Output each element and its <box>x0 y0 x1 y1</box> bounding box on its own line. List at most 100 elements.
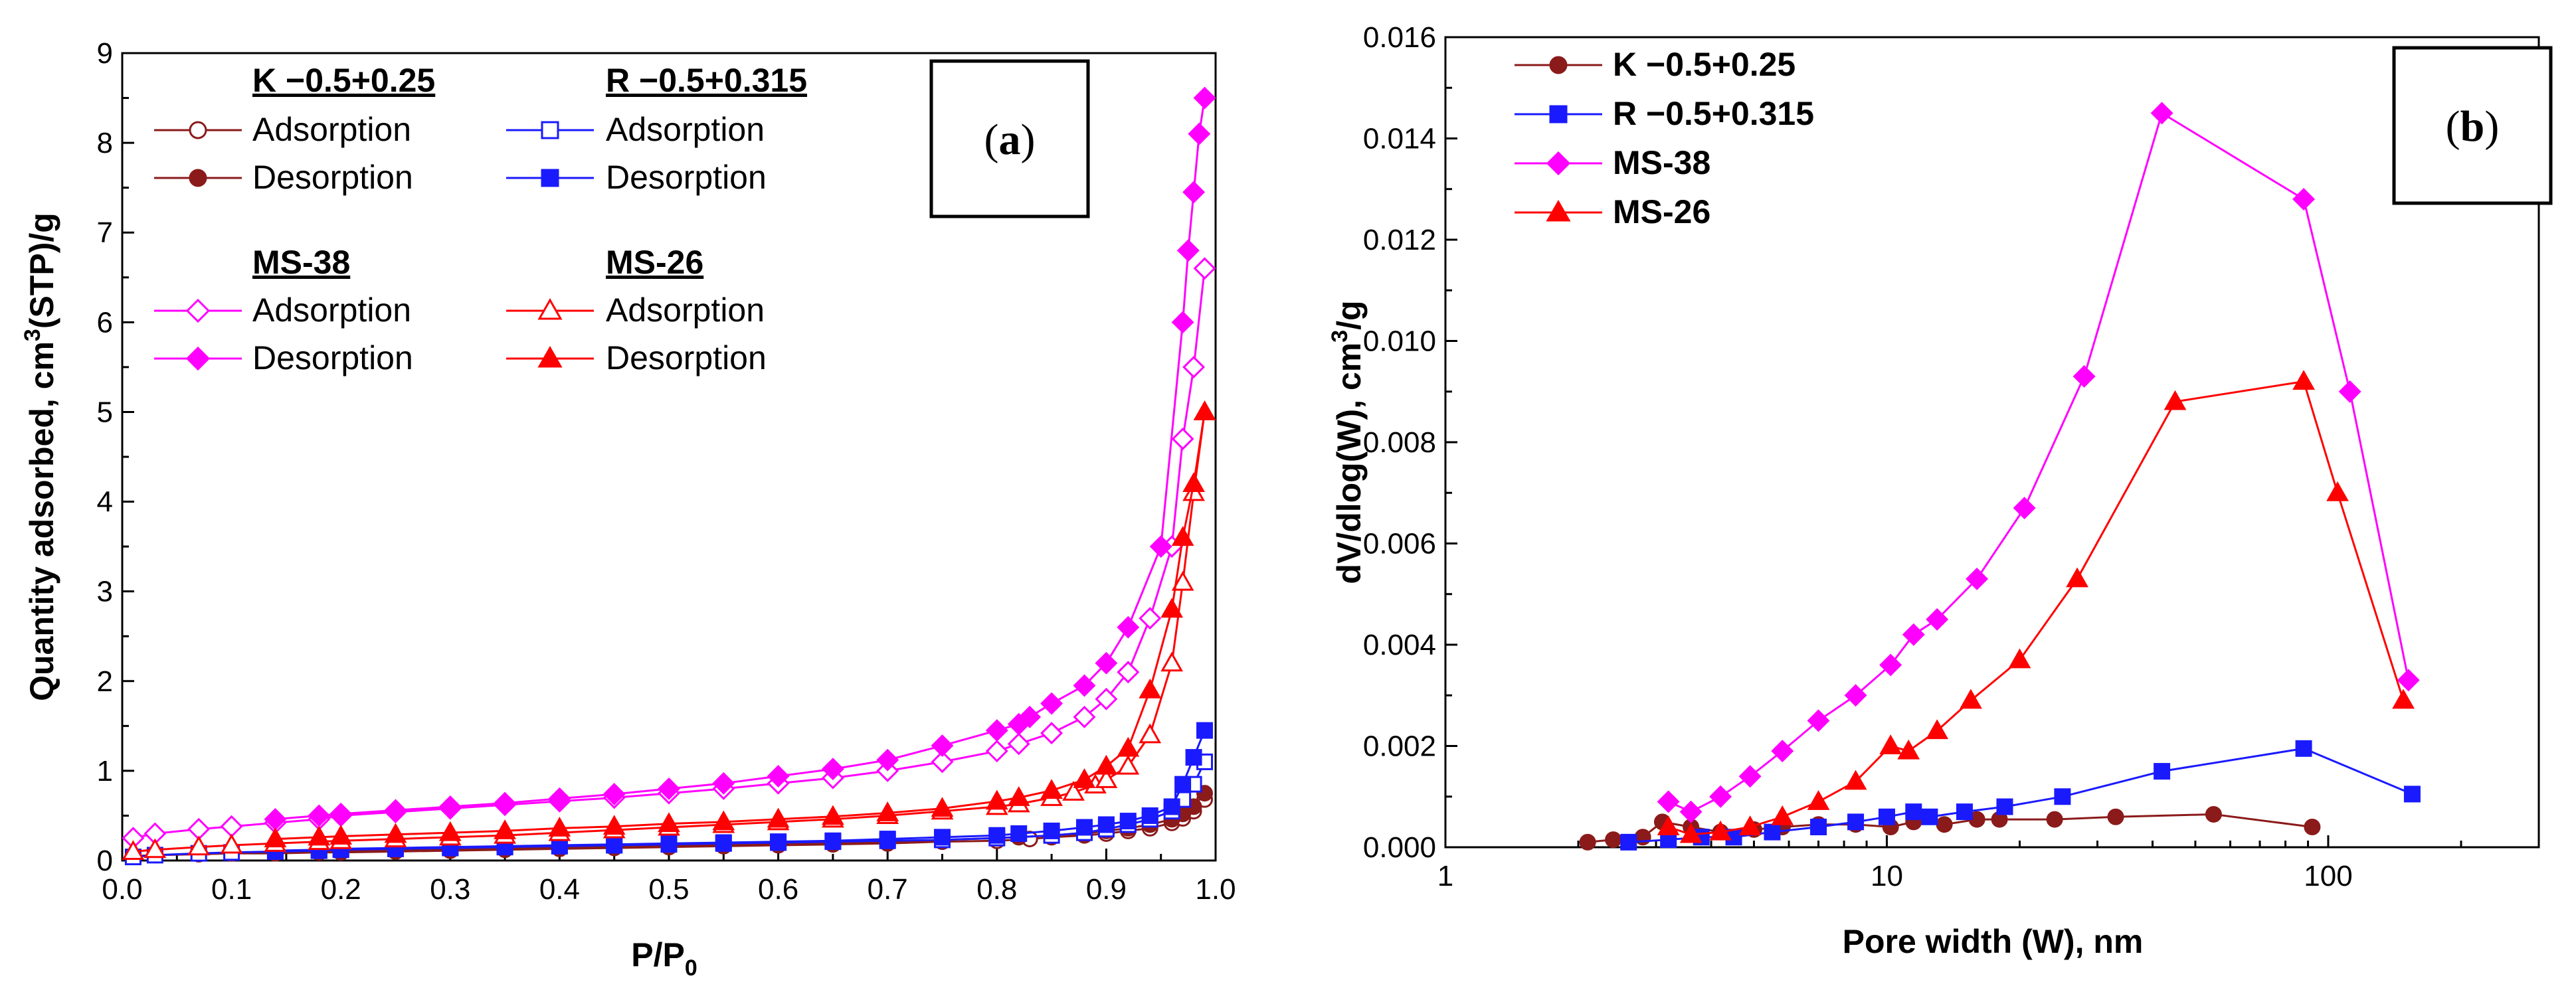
legend-b-ms38: MS-38 <box>1515 144 1710 181</box>
panel-b-ticks: 1 10 100 0.000 0.002 0.004 0.006 0.008 0.010 0.01… <box>1363 21 2540 892</box>
legend-label: Desorption <box>606 159 767 196</box>
data-point <box>1010 825 1028 842</box>
data-point <box>1936 816 1953 833</box>
data-point <box>2304 819 2321 835</box>
data-point <box>1960 689 1982 709</box>
legend-ms38-desorption: Desorption <box>154 339 413 376</box>
panel-b-legend: K −0.5+0.25 R −0.5+0.315 MS-38 MS-26 <box>1515 46 1814 230</box>
legend-marker-circle <box>1549 56 1568 74</box>
legend-marker-open-diamond <box>185 298 211 323</box>
data-point <box>2338 380 2361 403</box>
data-point <box>931 797 954 817</box>
legend-group-title-ms38: MS-38 <box>252 244 350 281</box>
data-point <box>1926 719 1949 740</box>
data-point <box>1139 723 1162 744</box>
series-line <box>275 730 1206 852</box>
legend-b-r: R −0.5+0.315 <box>1515 95 1814 132</box>
x-tick-label: 0.9 <box>1086 873 1127 906</box>
data-point <box>1073 705 1096 728</box>
data-point <box>1043 822 1060 839</box>
data-point <box>187 835 211 856</box>
y-tick-label: 5 <box>97 396 113 428</box>
y-tick-label: 0.010 <box>1363 325 1436 358</box>
data-point <box>2054 788 2071 805</box>
legend-r-desorption: Desorption <box>506 159 767 196</box>
y-tick-label: 0.000 <box>1363 831 1436 864</box>
panel-a-y-axis-title: Quantity adsorbed, cm3(STP)/g <box>20 212 60 701</box>
data-point <box>2008 648 2031 669</box>
data-point <box>1196 722 1214 739</box>
legend-ms26-desorption: Desorption <box>506 339 767 376</box>
y-tick-label: 2 <box>97 665 113 698</box>
data-point <box>2150 102 2173 125</box>
legend-marker-filled-diamond <box>185 346 211 371</box>
data-point <box>1117 616 1140 639</box>
data-point <box>1905 803 1922 821</box>
data-point <box>329 802 353 825</box>
data-point <box>1075 819 1093 836</box>
data-point <box>1095 754 1118 775</box>
panel-b-x-axis-title: Pore width (W), nm <box>1843 923 2144 960</box>
panel-a-letter: (a) <box>984 116 1036 164</box>
data-point <box>1160 598 1184 618</box>
data-point <box>1176 239 1200 262</box>
data-point <box>1709 785 1732 808</box>
data-point <box>985 740 1008 763</box>
data-point <box>1679 800 1702 823</box>
data-point <box>879 831 896 848</box>
data-point <box>1163 798 1180 815</box>
y-tick-label: 8 <box>97 127 113 159</box>
data-point <box>1579 833 1596 851</box>
x-tick-label: 10 <box>1871 860 1903 892</box>
data-point <box>767 807 790 828</box>
y-tick-label: 0.016 <box>1363 21 1436 54</box>
data-point <box>143 838 167 859</box>
data-point <box>308 825 331 846</box>
y-tick-label: 4 <box>97 486 113 519</box>
panel-b-letter: (b) <box>2446 102 2500 151</box>
data-point <box>494 791 517 815</box>
data-point <box>1174 776 1192 793</box>
data-point <box>1956 803 1973 821</box>
panel-a-x-axis-title: P/P0 <box>631 936 697 981</box>
legend-group-title-k: K −0.5+0.25 <box>252 62 435 99</box>
data-point <box>1921 808 1938 825</box>
data-point <box>1117 754 1140 775</box>
data-point <box>2013 497 2036 520</box>
legend-marker-filled-circle <box>189 169 207 187</box>
panel-a-legend: K −0.5+0.25 Adsorption Desorption R −0.5… <box>154 62 807 376</box>
data-point <box>1117 661 1140 684</box>
data-point <box>308 804 331 827</box>
data-point <box>1996 798 2013 815</box>
data-point <box>122 840 145 860</box>
x-tick-label: 0.8 <box>976 873 1017 906</box>
legend-label: Adsorption <box>252 111 411 148</box>
y-tick-label: 9 <box>97 37 113 70</box>
x-tick-label: 0.2 <box>321 873 361 906</box>
series-ms-38 <box>1657 102 2420 823</box>
x-tick-label: 1.0 <box>1195 873 1236 906</box>
data-point <box>931 750 954 774</box>
data-point <box>1844 684 1867 707</box>
data-point <box>1193 257 1216 280</box>
legend-marker-open-triangle <box>537 297 563 320</box>
legend-label: Desorption <box>606 339 767 376</box>
data-point <box>1185 749 1202 766</box>
data-point <box>1182 355 1206 378</box>
panel-a-isotherms: 0.0 0.1 0.2 0.3 0.4 0.5 0.6 0.7 0.8 0.9 1.0 0 1 2 3 4 5 6… <box>20 37 1236 981</box>
y-tick-label: 0.008 <box>1363 426 1436 459</box>
data-point <box>602 783 626 805</box>
data-point <box>1709 820 1732 841</box>
y-tick-label: 6 <box>97 306 113 339</box>
panel-a-label-box: (a) <box>929 59 1090 218</box>
data-point <box>1149 535 1172 558</box>
data-point <box>438 821 462 841</box>
data-point <box>1966 567 1989 590</box>
series-line <box>1668 112 2410 813</box>
data-point <box>985 719 1008 742</box>
y-tick-label: 3 <box>97 576 113 608</box>
legend-b-ms26: MS-26 <box>1515 193 1710 230</box>
data-point <box>1657 790 1680 813</box>
data-point <box>1141 807 1158 824</box>
